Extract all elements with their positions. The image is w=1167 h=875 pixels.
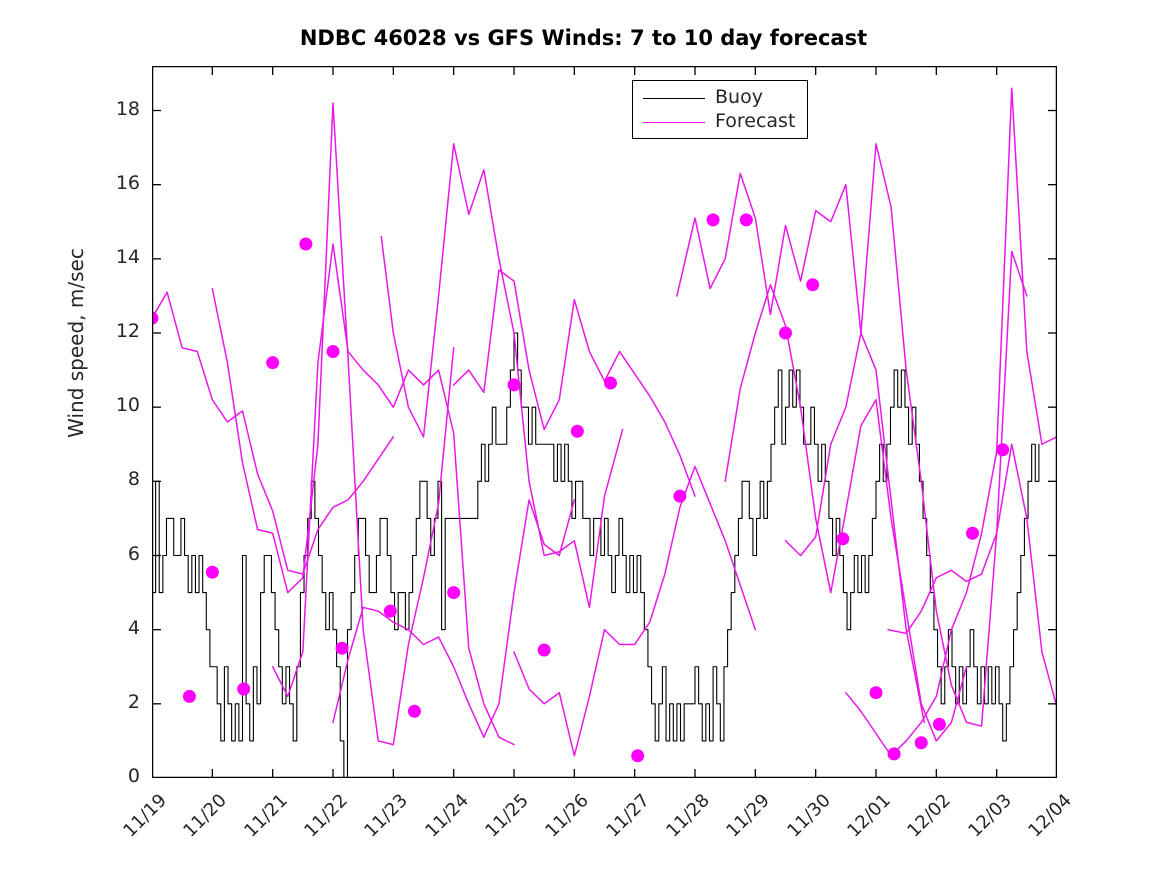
data-point-marker [537,643,551,657]
data-point-marker [152,311,159,325]
legend-label-buoy: Buoy [715,86,763,108]
y-tick-label: 12 [115,320,140,342]
data-point-marker [836,532,850,546]
x-tick-label: 11/19 [119,790,171,842]
plot-svg [152,66,1057,778]
data-point-marker [887,747,901,761]
x-tick-label: 12/04 [1024,790,1076,842]
chart-title: NDBC 46028 vs GFS Winds: 7 to 10 day for… [299,26,868,50]
series-line-forecast-run-4 [332,499,576,738]
data-point-marker [447,586,461,600]
data-point-marker [739,213,753,227]
y-tick-label: 0 [127,765,140,787]
x-tick-label: 11/20 [179,790,232,842]
data-point-marker [932,717,946,731]
data-point-marker [604,376,618,390]
data-point-marker [335,641,349,655]
series-line-forecast-run-11 [845,87,1057,757]
data-point-marker [407,704,421,718]
chart-legend: Buoy Forecast [632,80,808,139]
x-tick-label: 11/22 [300,790,352,842]
marker-layer [152,213,1010,763]
series-line-buoy [152,332,1040,778]
series-line-forecast-run-8 [676,172,926,724]
data-point-marker [182,689,196,703]
x-tick-label: 11/24 [420,790,473,842]
y-tick-label: 14 [115,245,140,268]
data-point-marker [570,424,584,438]
y-tick-label: 6 [127,542,140,565]
series-line-forecast-run-9 [724,284,968,742]
data-point-marker [205,565,219,579]
data-point-marker [266,356,280,370]
y-tick-label: 18 [115,97,140,120]
legend-entry-buoy: Buoy [633,86,807,111]
data-point-marker [237,682,251,696]
x-tick-label: 11/27 [601,790,654,842]
data-point-marker [869,686,883,700]
legend-entry-forecast: Forecast [633,110,807,135]
plot-frame [152,66,1057,778]
data-point-marker [806,278,820,292]
data-point-marker [326,345,340,359]
y-axis-label: Wind speed, m/sec [64,248,88,438]
data-point-marker [299,237,313,251]
data-point-marker [779,326,792,340]
series-line-forecast-run-10 [784,143,1028,727]
y-tick-label: 2 [127,690,140,713]
x-tick-label: 11/23 [360,790,413,842]
legend-label-forecast: Forecast [715,110,796,132]
data-point-marker [996,443,1010,457]
x-tick-label: 12/02 [903,790,956,842]
series-layer [152,87,1057,778]
x-tick-label: 12/01 [843,790,895,842]
series-line-forecast-run-2 [211,102,455,746]
data-point-marker [631,749,645,763]
series-line-forecast-run-1 [152,291,395,575]
axes-layer [152,66,1057,778]
data-point-marker [673,489,687,503]
legend-swatch-buoy [643,98,705,99]
legend-swatch-forecast [643,122,705,123]
y-tick-label: 10 [115,394,140,417]
data-point-marker [966,526,980,540]
series-line-forecast-run-3 [271,243,515,746]
x-tick-label: 11/30 [782,790,835,842]
x-tick-label: 11/25 [481,790,533,842]
x-tick-label: 11/26 [541,790,594,842]
x-tick-label: 11/21 [239,790,292,842]
y-tick-label: 16 [115,171,140,194]
series-line-forecast-run-7 [513,465,757,757]
y-tick-label: 8 [127,468,140,491]
data-point-marker [383,604,397,618]
x-tick-label: 11/29 [722,790,775,842]
series-line-forecast-run-5 [380,143,624,609]
data-point-marker [706,213,720,227]
y-tick-label: 4 [127,616,140,639]
x-tick-label: 12/03 [963,790,1016,842]
data-point-marker [914,736,928,750]
series-line-forecast-run-12 [887,443,1057,709]
series-line-forecast-run-6 [452,269,696,497]
data-point-marker [507,378,521,392]
plot-area [152,66,1057,778]
x-tick-label: 11/28 [662,790,714,842]
